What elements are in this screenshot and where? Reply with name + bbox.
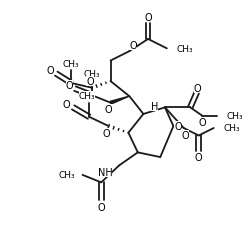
Text: CH₃: CH₃	[58, 171, 75, 180]
Text: O: O	[47, 66, 54, 76]
Text: O: O	[144, 13, 152, 23]
Text: O: O	[102, 128, 110, 138]
Polygon shape	[110, 97, 129, 105]
Text: O: O	[97, 202, 105, 212]
Text: O: O	[63, 99, 70, 109]
Text: CH₃: CH₃	[84, 70, 100, 79]
Text: O: O	[86, 77, 94, 87]
Text: O: O	[194, 83, 202, 93]
Text: O: O	[129, 40, 137, 50]
Text: CH₃: CH₃	[223, 124, 240, 133]
Text: H: H	[151, 102, 158, 112]
Text: O: O	[174, 122, 182, 131]
Text: O: O	[199, 118, 206, 128]
Text: NH: NH	[98, 167, 113, 177]
Text: CH₃: CH₃	[63, 59, 79, 69]
Text: O: O	[105, 105, 113, 115]
Text: O: O	[66, 81, 73, 91]
Text: CH₃: CH₃	[227, 112, 243, 121]
Text: CH₃: CH₃	[176, 45, 193, 54]
Text: CH₃: CH₃	[79, 91, 95, 100]
Text: O: O	[182, 130, 189, 140]
Text: O: O	[195, 152, 202, 162]
